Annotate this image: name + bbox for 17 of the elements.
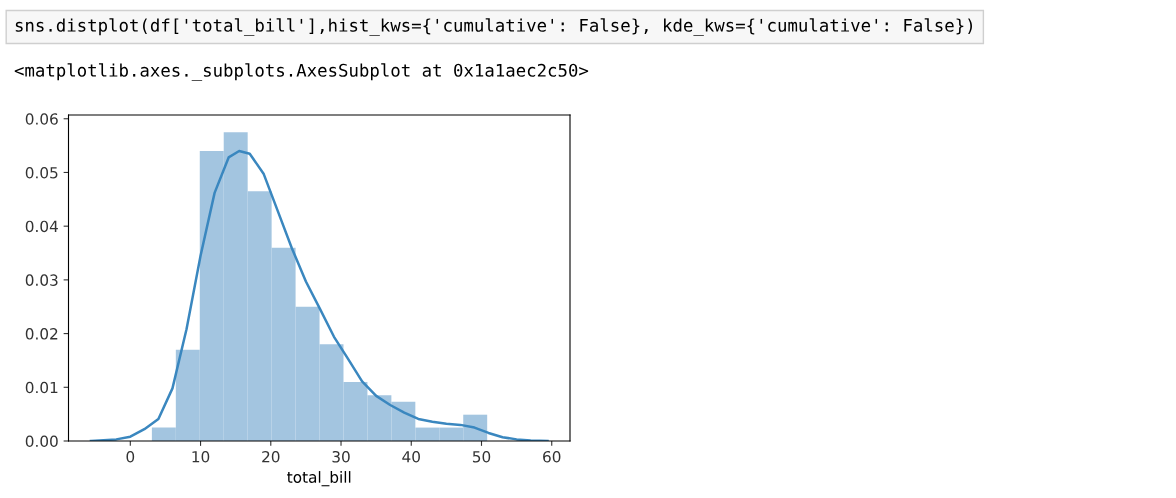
- x-tick-label: 50: [472, 450, 491, 463]
- y-tick-label: 0.04: [25, 220, 58, 233]
- x-axis-title: total_bill: [287, 471, 351, 487]
- y-tick-label: 0.06: [25, 113, 58, 125]
- text: <matplotlib.axes._subplots.AxesSubplot at 0x1a1aec2c50>: [14, 63, 589, 81]
- x-tick-label: 40: [402, 450, 420, 463]
- y-tick-label: 0.03: [25, 274, 58, 286]
- x-tick-label: 20: [262, 450, 280, 463]
- y-tick-label: 0.05: [25, 166, 58, 179]
- y-tick-label: 0.00: [25, 435, 58, 448]
- x-tick-label: 60: [543, 450, 561, 463]
- x-tick-label: 30: [332, 450, 350, 463]
- text: sns.distplot(df['total_bill'],hist_kws={'cumulative': False}, kde_kws={'cumulative': False}): [15, 18, 972, 36]
- y-tick-label: 0.02: [25, 328, 58, 340]
- x-tick-label: 10: [192, 450, 210, 463]
- y-tick-label: 0.01: [25, 381, 58, 394]
- x-tick-label: 0: [126, 450, 135, 463]
